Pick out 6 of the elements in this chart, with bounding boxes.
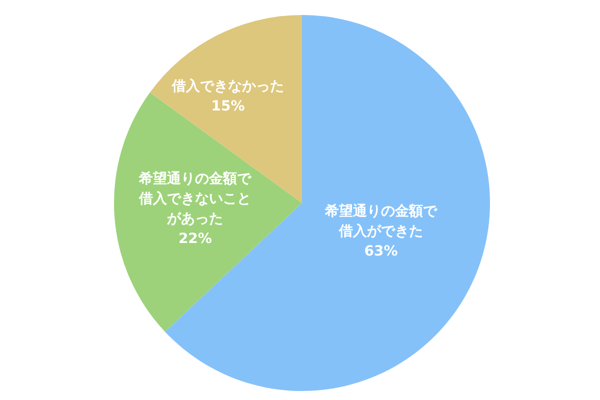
slice-label: 借入できなかった [170,78,284,95]
slice-label: 希望通りの金額で借入ができた [324,202,438,240]
slice-label: 希望通りの金額で借入できないことがあった [138,170,252,228]
data-label: 22% [178,231,212,248]
data-label: 63% [364,244,398,260]
data-label: 15% [211,98,245,115]
